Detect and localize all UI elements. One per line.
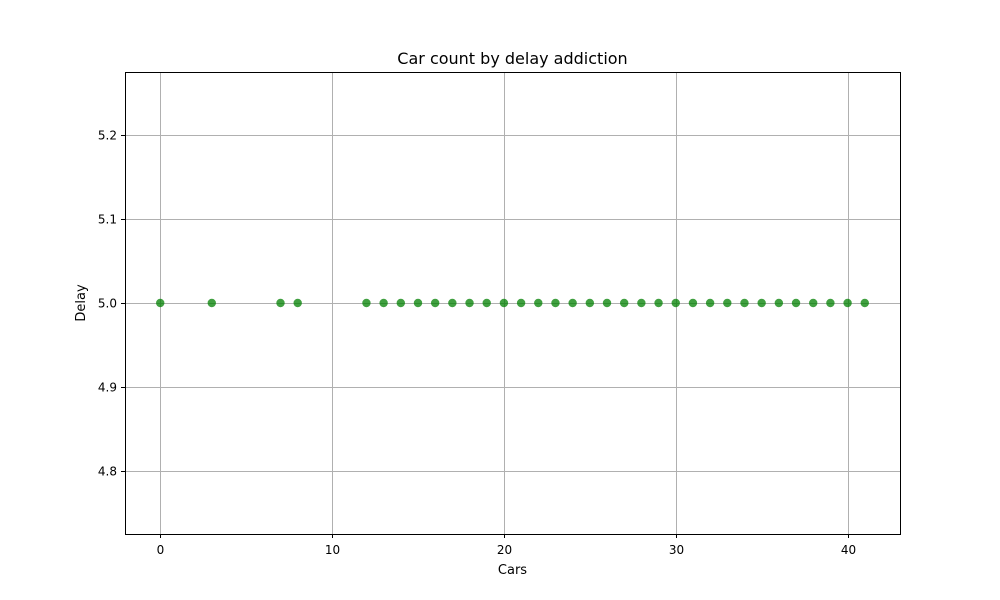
data-point [654,298,663,308]
data-point [156,298,165,308]
data-points [156,298,869,308]
plot-frame [125,72,901,535]
x-tick-label: 10 [325,543,340,557]
y-tick-label: 5.1 [98,213,117,227]
data-point [516,298,526,308]
data-point [671,298,680,308]
data-point [413,298,423,308]
grid-lines [125,72,900,534]
data-point [705,298,715,308]
data-point [362,298,371,308]
y-tick-label: 5.2 [98,129,117,143]
x-tick-label: 0 [157,543,165,557]
data-point [293,298,302,308]
data-point [637,298,646,308]
y-tick-label: 5.0 [98,297,117,311]
data-point [465,298,474,308]
y-tick-label: 4.8 [98,465,117,479]
data-point [843,298,852,308]
data-point [791,298,801,308]
x-tick-label: 40 [841,543,856,557]
x-axis-label: Cars [498,563,527,578]
data-point [534,298,543,308]
data-point [602,298,612,308]
data-point [499,298,509,308]
data-point [740,298,749,308]
chart-title: Car count by delay addiction [397,49,627,68]
data-point [551,298,560,308]
data-point [688,298,698,308]
data-point [723,298,732,308]
data-point [396,298,406,308]
data-point [774,298,784,308]
data-point [809,298,818,308]
data-point [585,298,595,308]
x-tick-label: 20 [497,543,512,557]
data-point [276,298,285,308]
data-point [860,298,869,308]
data-point [757,298,766,308]
data-point [568,298,577,308]
data-point [482,298,491,308]
y-axis-label: Delay [74,284,89,322]
data-point [619,298,629,308]
x-tick-label: 30 [669,543,684,557]
data-point [379,298,388,308]
data-point [207,298,216,308]
data-point [430,298,440,308]
data-point [826,298,835,308]
axis-ticks: 0 10 20 30 40 4.8 4.9 5.0 5.1 5.2 [98,129,856,558]
y-tick-label: 4.9 [98,381,117,395]
data-point [448,298,457,308]
